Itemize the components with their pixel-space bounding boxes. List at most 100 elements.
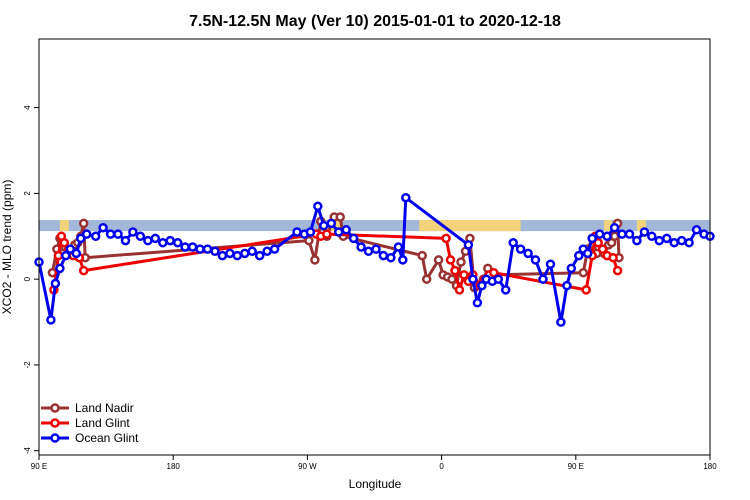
data-point-ocean-glint [632, 235, 642, 246]
data-point-ocean-glint [468, 274, 478, 284]
data-point-ocean-glint [348, 233, 359, 244]
data-point-ocean-glint [472, 298, 483, 308]
data-point-land-nadir [433, 255, 444, 265]
data-point-ocean-glint [662, 233, 672, 244]
data-point-ocean-glint [582, 248, 593, 259]
data-point-ocean-glint [654, 235, 665, 246]
data-point-ocean-glint [210, 246, 220, 257]
y-axis: -4 -2 0 2 4 [23, 105, 39, 454]
plot-frame [38, 38, 711, 456]
data-point-ocean-glint [50, 278, 61, 289]
data-point-ocean-glint [523, 248, 533, 259]
data-point-ocean-glint [545, 259, 556, 269]
data-point-ocean-glint [493, 274, 504, 284]
data-point-land-glint [445, 255, 456, 265]
data-point-ocean-glint [165, 235, 175, 246]
data-point-ocean-glint [624, 229, 635, 239]
data-point-land-glint [53, 250, 64, 261]
data-point-ocean-glint [113, 229, 123, 239]
x-tick-label: 180 [703, 462, 717, 471]
data-point-ocean-glint [639, 227, 650, 237]
data-point-ocean-glint [566, 263, 577, 274]
land-band-segment [636, 219, 646, 232]
data-point-ocean-glint [602, 231, 612, 242]
data-point-land-nadir [78, 218, 89, 229]
data-point-ocean-glint [305, 227, 316, 237]
data-point-land-glint [454, 285, 465, 295]
data-point-land-nadir [335, 212, 345, 222]
data-point-ocean-glint [538, 274, 548, 284]
data-point-land-glint [322, 229, 332, 239]
data-point-ocean-glint [333, 227, 344, 237]
data-point-ocean-glint [98, 222, 108, 233]
data-point-ocean-glint [81, 229, 92, 239]
plot-area [34, 192, 715, 327]
data-point-ocean-glint [378, 250, 389, 261]
data-point-ocean-glint [158, 237, 168, 248]
y-axis-label: XCO2 - MLO trend (ppm) [0, 180, 14, 315]
data-point-ocean-glint [556, 317, 566, 327]
data-point-ocean-glint [143, 235, 153, 246]
data-point-ocean-glint [187, 242, 198, 252]
data-point-ocean-glint [386, 252, 396, 263]
data-point-ocean-glint [574, 250, 584, 261]
data-point-ocean-glint [401, 192, 411, 203]
data-point-ocean-glint [240, 248, 250, 259]
data-point-ocean-glint [135, 231, 146, 242]
x-tick-label: 90 W [298, 462, 317, 471]
data-point-ocean-glint [292, 227, 302, 237]
data-point-ocean-glint [61, 250, 71, 261]
legend-item-ocean-glint: Ocean Glint [41, 431, 139, 445]
data-point-ocean-glint [172, 237, 183, 248]
data-point-land-glint [59, 237, 70, 248]
legend-swatch-marker [50, 433, 60, 443]
legend-swatch-marker [50, 418, 60, 428]
data-point-ocean-glint [105, 229, 116, 239]
data-point-ocean-glint [676, 235, 687, 246]
x-tick-label: 180 [167, 462, 181, 471]
data-point-ocean-glint [232, 250, 243, 261]
data-point-land-glint [450, 265, 460, 276]
legend-label: Ocean Glint [75, 431, 139, 445]
data-point-ocean-glint [319, 220, 329, 231]
data-point-ocean-glint [269, 244, 280, 254]
data-point-ocean-glint [609, 222, 620, 233]
data-point-ocean-glint [691, 225, 702, 235]
data-point-ocean-glint [128, 227, 138, 237]
data-point-ocean-glint [55, 263, 65, 274]
data-point-land-glint [78, 265, 89, 276]
x-axis-label: Longitude [349, 477, 402, 491]
data-point-land-glint [441, 233, 451, 244]
legend-label: Land Glint [75, 416, 130, 430]
data-point-land-glint [612, 265, 623, 276]
y-tick-label: 4 [23, 105, 32, 110]
data-point-ocean-glint [398, 255, 408, 265]
legend-item-land-glint: Land Glint [41, 416, 130, 430]
data-point-ocean-glint [393, 242, 404, 252]
y-tick-label: 0 [23, 276, 32, 281]
data-point-land-glint [489, 267, 499, 278]
data-point-ocean-glint [262, 246, 272, 257]
legend-swatch-marker [50, 403, 60, 413]
data-point-ocean-glint [247, 246, 257, 257]
data-point-ocean-glint [500, 285, 511, 295]
data-point-land-glint [459, 270, 469, 280]
ocean-band [39, 219, 710, 232]
data-point-ocean-glint [463, 240, 474, 250]
data-point-ocean-glint [71, 248, 82, 259]
x-tick-label: 0 [439, 462, 444, 471]
data-point-land-nadir [421, 274, 432, 284]
land-band-segment [419, 219, 521, 232]
data-point-ocean-glint [508, 237, 518, 248]
data-point-ocean-glint [617, 229, 627, 239]
data-point-land-glint [593, 237, 603, 248]
data-point-ocean-glint [371, 244, 381, 254]
data-point-ocean-glint [587, 233, 597, 244]
data-point-land-nadir [417, 250, 427, 261]
data-point-ocean-glint [530, 255, 541, 265]
data-point-land-nadir [304, 235, 314, 246]
data-point-ocean-glint [76, 233, 86, 244]
data-point-ocean-glint [477, 280, 487, 291]
